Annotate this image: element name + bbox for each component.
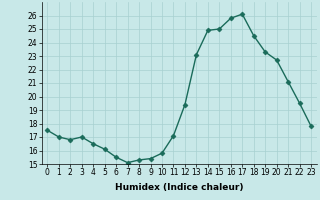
X-axis label: Humidex (Indice chaleur): Humidex (Indice chaleur) (115, 183, 244, 192)
